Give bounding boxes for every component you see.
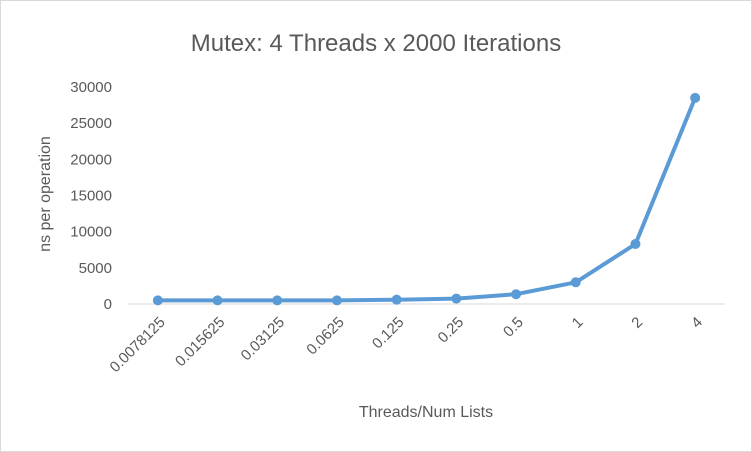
y-tick-label: 15000 bbox=[70, 188, 112, 205]
x-tick-label: 0.03125 bbox=[238, 314, 288, 364]
data-point bbox=[570, 277, 581, 288]
y-tick-label: 0 bbox=[104, 296, 112, 313]
y-axis-ticks: 0 5000 10000 15000 20000 25000 30000 bbox=[70, 79, 112, 313]
y-tick-label: 25000 bbox=[70, 115, 112, 132]
data-point bbox=[152, 295, 163, 306]
x-tick-label: 0.25 bbox=[435, 314, 468, 347]
x-axis-title: Threads/Num Lists bbox=[359, 404, 493, 421]
x-tick-label: 2 bbox=[628, 314, 646, 332]
x-tick-label: 0.125 bbox=[369, 314, 408, 353]
series-line bbox=[155, 95, 698, 303]
series-group bbox=[152, 92, 701, 306]
data-point bbox=[690, 92, 701, 103]
y-tick-label: 5000 bbox=[79, 260, 112, 277]
data-point bbox=[331, 295, 342, 306]
x-tick-label: 0.015625 bbox=[172, 314, 228, 370]
x-tick-label: 0.0625 bbox=[303, 314, 347, 358]
x-axis-ticks: 0.0078125 0.015625 0.03125 0.0625 0.125 0.25 0… bbox=[107, 314, 706, 376]
data-point bbox=[511, 289, 522, 300]
data-point bbox=[272, 295, 283, 306]
data-point bbox=[630, 238, 641, 249]
y-tick-label: 10000 bbox=[70, 224, 112, 241]
x-tick-label: 1 bbox=[569, 314, 587, 332]
data-point bbox=[212, 295, 223, 306]
chart-title: Mutex: 4 Threads x 2000 Iterations bbox=[191, 30, 561, 57]
y-tick-label: 20000 bbox=[70, 151, 112, 168]
x-tick-label: 4 bbox=[688, 314, 706, 332]
y-axis-title: ns per operation bbox=[37, 136, 54, 252]
data-point bbox=[391, 294, 402, 305]
data-point bbox=[451, 293, 462, 304]
x-tick-label: 0.0078125 bbox=[107, 314, 169, 376]
y-tick-label: 30000 bbox=[70, 79, 112, 96]
x-tick-label: 0.5 bbox=[500, 314, 527, 341]
